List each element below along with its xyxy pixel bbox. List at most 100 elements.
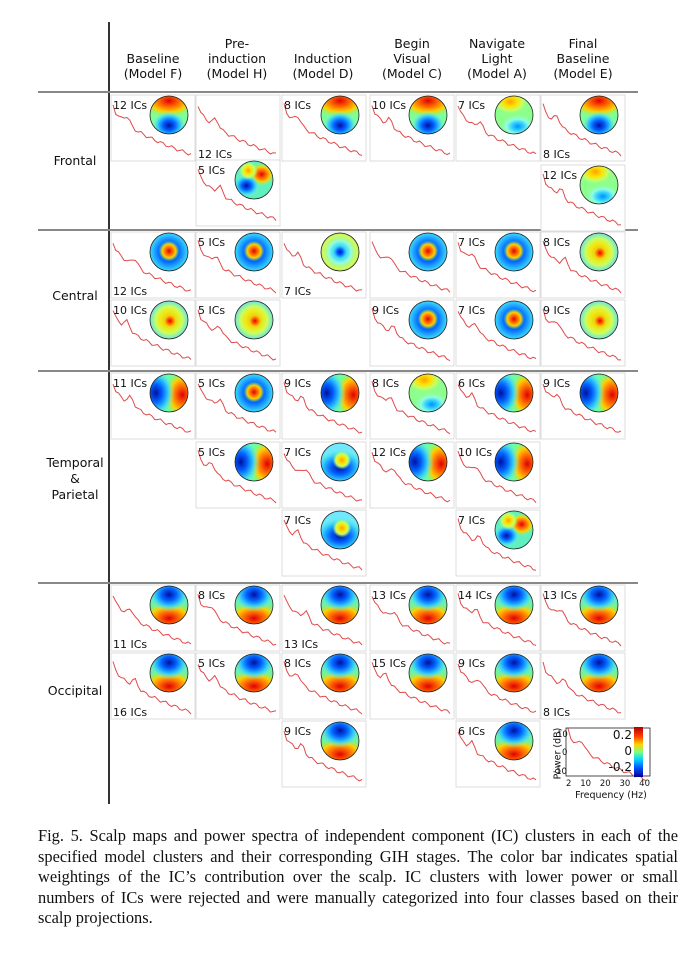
scalp-outline (408, 95, 448, 135)
scalp-outline (408, 232, 448, 272)
power-spectrum-line (457, 663, 537, 713)
legend-xlabel: Frequency (Hz) (575, 790, 647, 801)
power-spectrum-line (112, 384, 192, 433)
scalp-outline (408, 653, 448, 693)
power-spectrum-line (112, 310, 192, 360)
scalp-outline (149, 373, 189, 413)
column-header-navigate-light: Navigate Light (Model A) (467, 36, 527, 81)
ic-count-label: 16 ICs (113, 706, 147, 719)
column-header-preinduction: Pre- induction (Model H) (206, 36, 268, 81)
scalp-outline (579, 95, 619, 135)
ic-count-label: 12 ICs (113, 285, 147, 298)
power-spectrum-line (457, 593, 537, 646)
scalp-outline (408, 300, 448, 340)
power-spectrum-line (371, 308, 451, 362)
scalp-outline (234, 300, 274, 340)
row-separator-temporal (38, 370, 638, 372)
scalp-outline (234, 160, 274, 200)
power-spectrum-line (197, 383, 277, 433)
scalp-outline (234, 653, 274, 693)
ic-count-label: 8 ICs (284, 657, 311, 670)
row-label-central: Central (52, 288, 98, 303)
vertical-axis-line (108, 22, 110, 804)
power-spectrum-line (457, 311, 537, 360)
column-header-baseline: Baseline (Model F) (123, 51, 183, 81)
legend-xticks: 2 10 20 30 40 (566, 779, 650, 789)
ic-count-label: 13 ICs (543, 589, 577, 602)
scalp-outline (579, 165, 619, 205)
scalp-outline (408, 585, 448, 625)
scalp-map (495, 374, 533, 412)
power-spectrum-line (283, 243, 362, 292)
scalp-outline (579, 653, 619, 693)
scalp-outline (320, 721, 360, 761)
scalp-outline (579, 232, 619, 272)
power-spectrum-line (371, 381, 451, 435)
legend-ytick-10: 10 (557, 730, 568, 740)
figure-caption: Fig. 5. Scalp maps and power spectra of … (38, 826, 678, 927)
ic-count-label: 7 ICs (458, 236, 485, 249)
scalp-outline (320, 373, 360, 413)
colorbar-tick-pos: 0.2 (612, 728, 632, 742)
power-spectrum-line (542, 383, 622, 433)
legend-xtick-20: 20 (599, 779, 611, 789)
row-label-temporal-parietal: Temporal & Parietal (46, 455, 104, 502)
ic-count-label: 14 ICs (458, 589, 492, 602)
power-spectrum-line (112, 104, 192, 156)
ic-count-label: 6 ICs (458, 725, 485, 738)
ic-count-label: 9 ICs (284, 377, 311, 390)
ic-count-label: 8 ICs (543, 148, 570, 161)
ic-count-label: 9 ICs (372, 304, 399, 317)
ic-count-label: 5 ICs (198, 164, 225, 177)
power-spectrum-line (197, 106, 277, 155)
ic-count-label: 5 ICs (198, 657, 225, 670)
ic-count-label: 13 ICs (284, 638, 318, 651)
ic-count-label: 8 ICs (198, 589, 225, 602)
power-spectrum-line (371, 241, 451, 293)
power-spectrum-line (112, 595, 192, 645)
power-spectrum-line (283, 519, 363, 571)
scalp-outline (494, 510, 534, 550)
row-separator-central (38, 229, 638, 231)
ic-count-label: 7 ICs (284, 514, 311, 527)
row-separator-frontal (38, 91, 638, 93)
scalp-outline (234, 585, 274, 625)
scalp-outline (494, 721, 534, 761)
ic-count-label: 10 ICs (113, 304, 147, 317)
power-spectrum-line (283, 730, 363, 782)
power-spectrum-line (197, 309, 277, 361)
power-spectrum-line (542, 240, 622, 294)
ic-count-label: 6 ICs (458, 377, 485, 390)
ic-count-label: 15 ICs (372, 657, 406, 670)
power-spectrum-line (283, 594, 363, 646)
scalp-outline (320, 653, 360, 693)
power-spectrum-line (542, 593, 622, 647)
scalp-outline (234, 442, 274, 482)
scalp-map (235, 301, 273, 339)
power-spectrum-line (112, 243, 192, 292)
power-spectrum-line (197, 664, 277, 713)
ic-count-label: 9 ICs (284, 725, 311, 738)
ic-count-label: 9 ICs (543, 304, 570, 317)
column-header-final-baseline: Final Baseline (Model E) (553, 36, 613, 81)
power-spectrum-line (542, 103, 622, 157)
scalp-outline (320, 442, 360, 482)
scalp-map (580, 374, 618, 412)
ic-count-label: 5 ICs (198, 446, 225, 459)
legend-xtick-40: 40 (639, 779, 650, 789)
ic-count-label: 5 ICs (198, 236, 225, 249)
scalp-outline (149, 585, 189, 625)
scalp-outline (320, 95, 360, 135)
row-label-frontal: Frontal (53, 153, 97, 168)
ic-count-label: 7 ICs (458, 99, 485, 112)
power-spectrum-line (283, 382, 363, 434)
scalp-map (235, 443, 273, 481)
ic-count-label: 10 ICs (372, 99, 406, 112)
power-spectrum-line (457, 518, 537, 571)
ic-count-label: 11 ICs (113, 638, 147, 651)
row-separator-occipital (38, 582, 638, 584)
power-spectrum-line (197, 450, 277, 504)
power-spectrum-line (371, 452, 451, 503)
ic-count-label: 7 ICs (458, 514, 485, 527)
scalp-map (495, 511, 533, 549)
